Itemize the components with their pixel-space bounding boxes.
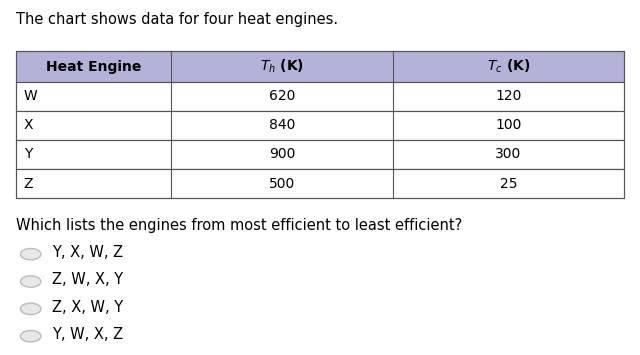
- Text: 300: 300: [495, 147, 522, 162]
- Text: 840: 840: [269, 118, 295, 132]
- Text: The chart shows data for four heat engines.: The chart shows data for four heat engin…: [16, 12, 338, 27]
- Circle shape: [20, 331, 41, 342]
- Circle shape: [20, 276, 41, 287]
- Text: $T_h$ (K): $T_h$ (K): [260, 58, 304, 75]
- Text: Y: Y: [24, 147, 32, 162]
- Text: Z, W, X, Y: Z, W, X, Y: [52, 272, 124, 287]
- Text: 500: 500: [269, 176, 295, 191]
- Bar: [16, 169, 624, 198]
- Text: W: W: [24, 89, 37, 103]
- Bar: [16, 82, 624, 111]
- Bar: [16, 51, 624, 82]
- Text: X: X: [24, 118, 33, 132]
- Text: 900: 900: [269, 147, 295, 162]
- Text: 25: 25: [500, 176, 517, 191]
- Text: $T_c$ (K): $T_c$ (K): [487, 58, 530, 75]
- Text: Z, X, W, Y: Z, X, W, Y: [52, 300, 124, 315]
- Bar: [16, 140, 624, 169]
- Text: Heat Engine: Heat Engine: [46, 60, 141, 73]
- Circle shape: [20, 303, 41, 315]
- Text: Y, X, W, Z: Y, X, W, Z: [52, 245, 124, 260]
- Text: 120: 120: [495, 89, 522, 103]
- Text: 620: 620: [269, 89, 295, 103]
- Text: 100: 100: [495, 118, 522, 132]
- Bar: [16, 111, 624, 140]
- Text: Which lists the engines from most efficient to least efficient?: Which lists the engines from most effici…: [16, 218, 462, 233]
- Circle shape: [20, 248, 41, 260]
- Bar: [16, 51, 624, 198]
- Text: Z: Z: [24, 176, 33, 191]
- Text: Y, W, X, Z: Y, W, X, Z: [52, 327, 124, 342]
